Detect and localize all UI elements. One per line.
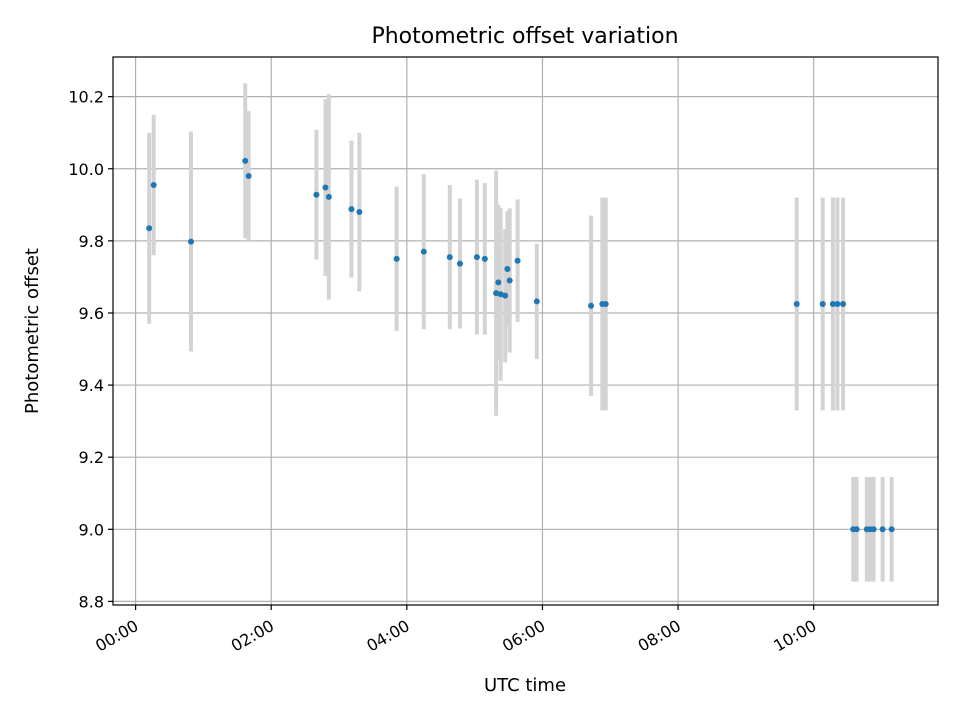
data-point bbox=[187, 238, 194, 245]
data-point bbox=[853, 526, 860, 533]
data-point bbox=[879, 526, 886, 533]
data-point bbox=[870, 526, 877, 533]
data-point bbox=[356, 209, 363, 216]
y-tick-label: 9.4 bbox=[79, 376, 104, 395]
data-point bbox=[829, 300, 836, 307]
plot-frame bbox=[112, 56, 939, 606]
y-tick-label: 9.2 bbox=[79, 448, 104, 467]
data-point bbox=[322, 184, 329, 191]
data-point bbox=[446, 254, 453, 261]
data-point bbox=[473, 254, 480, 261]
y-tick-label: 8.8 bbox=[79, 592, 104, 611]
data-point bbox=[456, 260, 463, 267]
chart-title: Photometric offset variation bbox=[371, 24, 678, 49]
data-point bbox=[242, 157, 249, 164]
data-point bbox=[834, 300, 841, 307]
x-axis-label: UTC time bbox=[484, 675, 566, 696]
data-point bbox=[506, 277, 513, 284]
data-point bbox=[602, 300, 609, 307]
y-axis: 8.8 9.0 9.2 9.4 9.6 9.8 10.0 10.2 bbox=[68, 88, 113, 611]
data-point bbox=[502, 292, 509, 299]
data-point bbox=[420, 248, 427, 255]
data-point bbox=[588, 302, 595, 309]
data-point bbox=[393, 255, 400, 262]
data-point bbox=[146, 225, 153, 232]
data-point bbox=[819, 300, 826, 307]
data-point bbox=[245, 172, 252, 179]
data-point bbox=[888, 526, 895, 533]
data-points bbox=[146, 157, 895, 533]
data-point bbox=[840, 300, 847, 307]
y-tick-label: 10.0 bbox=[68, 160, 104, 179]
data-point bbox=[313, 191, 320, 198]
data-point bbox=[348, 206, 355, 213]
data-point bbox=[497, 291, 504, 298]
y-tick-label: 9.0 bbox=[79, 520, 104, 539]
y-tick-label: 9.8 bbox=[79, 232, 104, 251]
data-point bbox=[793, 300, 800, 307]
y-tick-label: 9.6 bbox=[79, 304, 104, 323]
data-point bbox=[493, 290, 500, 297]
data-point bbox=[514, 257, 521, 264]
data-point bbox=[495, 279, 502, 286]
y-tick-label: 10.2 bbox=[68, 88, 104, 107]
data-point bbox=[325, 193, 332, 200]
data-point bbox=[504, 265, 511, 272]
data-point bbox=[533, 298, 540, 305]
data-point bbox=[481, 255, 488, 262]
y-axis-label: Photometric offset bbox=[22, 248, 43, 414]
data-point bbox=[150, 181, 157, 188]
